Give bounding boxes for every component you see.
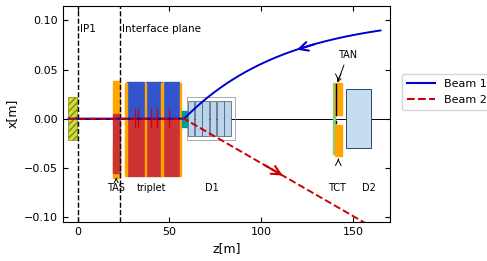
Text: Interface plane: Interface plane bbox=[122, 24, 201, 34]
Bar bbox=[69, 97, 77, 140]
Bar bbox=[210, 101, 216, 137]
Bar bbox=[335, 83, 342, 115]
Bar bbox=[145, 83, 147, 176]
Text: triplet: triplet bbox=[136, 182, 166, 193]
X-axis label: z[m]: z[m] bbox=[212, 242, 241, 256]
Bar bbox=[188, 101, 194, 137]
Bar bbox=[182, 111, 187, 127]
Text: D1: D1 bbox=[205, 182, 219, 193]
Bar bbox=[113, 114, 120, 173]
Bar bbox=[195, 101, 202, 137]
Bar bbox=[164, 82, 179, 118]
Legend: Beam 1, Beam 2: Beam 1, Beam 2 bbox=[402, 74, 487, 110]
Bar bbox=[127, 120, 144, 176]
Bar bbox=[164, 120, 179, 176]
Bar bbox=[112, 81, 120, 115]
Text: IP1: IP1 bbox=[80, 24, 96, 34]
Bar bbox=[125, 83, 127, 176]
Y-axis label: x[m]: x[m] bbox=[5, 99, 19, 128]
Bar bbox=[187, 97, 235, 140]
Bar bbox=[146, 120, 162, 176]
Bar bbox=[333, 83, 335, 154]
Bar bbox=[335, 124, 342, 156]
Bar bbox=[346, 89, 371, 148]
Bar bbox=[203, 101, 209, 137]
Text: TAS: TAS bbox=[107, 179, 125, 193]
Text: TCT: TCT bbox=[328, 182, 346, 193]
Bar bbox=[217, 101, 224, 137]
Text: TAN: TAN bbox=[337, 50, 357, 82]
Bar bbox=[112, 148, 120, 178]
Bar bbox=[146, 82, 162, 118]
Bar bbox=[225, 101, 231, 137]
Text: D2: D2 bbox=[362, 182, 376, 193]
Bar bbox=[180, 83, 181, 176]
Bar bbox=[161, 83, 163, 176]
Bar bbox=[127, 82, 144, 118]
